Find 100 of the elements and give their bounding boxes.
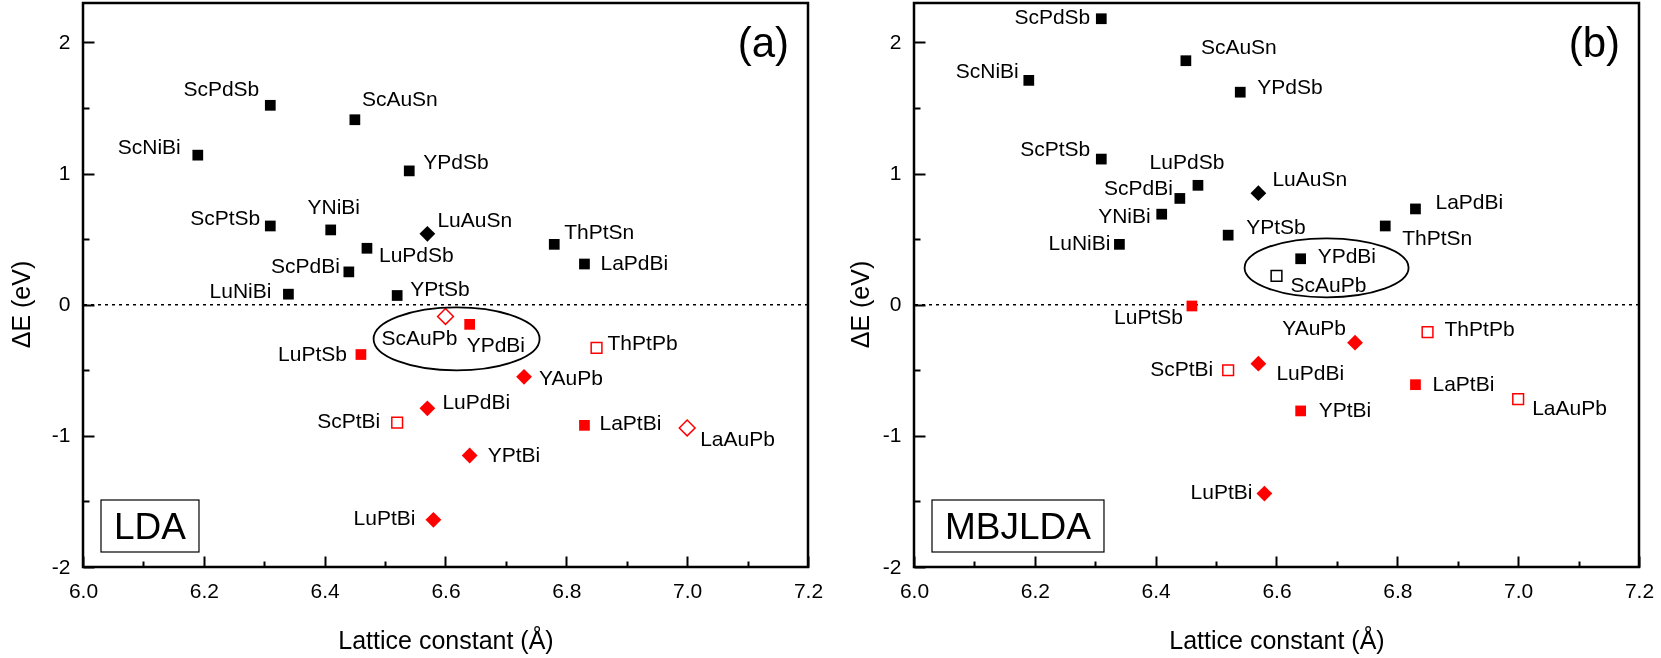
annotation: ScAuPb: [1290, 272, 1367, 296]
annotation: ScAuSn: [361, 86, 438, 110]
annotation: YPdBi: [1317, 243, 1377, 267]
point: [1222, 229, 1234, 241]
y-tick-label: -1: [51, 423, 71, 447]
point: [1256, 485, 1273, 502]
annotation: ThPtSn: [564, 220, 635, 244]
annotation: YNiBi: [307, 194, 360, 218]
annotation: LDA: [114, 505, 187, 547]
annotation: ScPtBi: [317, 408, 381, 432]
point: [678, 419, 696, 437]
point: [264, 220, 276, 232]
annotation: ScPdSb: [183, 77, 260, 101]
annotation: (b): [1568, 19, 1620, 66]
annotation: LaAuPb: [1532, 396, 1607, 420]
annotation: YPdSb: [423, 149, 489, 173]
point: [1095, 13, 1107, 25]
point: [590, 341, 603, 355]
point: [283, 288, 294, 300]
point: [579, 419, 590, 431]
x-tick-label: 6.4: [1141, 578, 1172, 602]
annotation: ScPtSb: [1020, 137, 1091, 161]
annotation: YPtBi: [487, 442, 541, 466]
point: [1114, 238, 1125, 250]
annotation: YPtSb: [1246, 215, 1306, 239]
annotation: LuPdSb: [378, 243, 454, 267]
point: [516, 368, 532, 385]
x-tick-label: 7.0: [1504, 578, 1534, 602]
y-axis-title: ΔE (eV): [6, 260, 35, 349]
x-axis-title: Lattice constant (Å): [1169, 624, 1385, 654]
annotation: ScPdBi: [1103, 176, 1173, 200]
annotation: ScNiBi: [955, 59, 1019, 83]
annotation: ScNiBi: [117, 135, 181, 159]
annotation: YNiBi: [1098, 204, 1151, 228]
annotation: YPdSb: [1257, 75, 1323, 99]
point: [1295, 253, 1307, 265]
annotation: YPtSb: [410, 277, 470, 301]
y-tick-label: 0: [889, 292, 902, 316]
point: [579, 258, 590, 270]
annotation: LuPtSb: [1114, 304, 1183, 328]
point: [325, 224, 337, 236]
point: [1156, 208, 1168, 220]
x-tick-label: 7.0: [673, 578, 703, 602]
annotation: ScPdSb: [1014, 4, 1091, 28]
annotation: LuPdBi: [442, 390, 511, 414]
y-tick-label: 1: [889, 161, 902, 185]
point: [1023, 75, 1035, 86]
point: [192, 149, 204, 161]
point: [1250, 185, 1267, 202]
annotation: ScPtBi: [1150, 357, 1214, 381]
annotation: LuPdBi: [1276, 360, 1345, 384]
y-tick-label: -2: [51, 554, 71, 578]
x-tick-label: 7.2: [793, 578, 824, 602]
point: [464, 318, 476, 330]
annotation: YPtBi: [1318, 397, 1372, 421]
annotation: ScPtSb: [190, 205, 261, 229]
point: [1222, 364, 1235, 377]
annotation: LuNiBi: [1048, 231, 1111, 255]
point: [1270, 269, 1283, 282]
x-tick-label: 6.6: [1262, 578, 1292, 602]
annotation: LuAuSn: [437, 207, 513, 231]
annotation: LaPdBi: [1435, 189, 1504, 213]
point: [1192, 179, 1204, 191]
point: [419, 400, 436, 417]
annotation: ThPtPb: [607, 330, 678, 354]
annotation: (a): [737, 19, 789, 66]
x-tick-label: 7.2: [1624, 578, 1655, 602]
point: [425, 511, 442, 528]
point: [1410, 379, 1421, 391]
point: [1250, 355, 1267, 372]
annotation: YPdBi: [466, 333, 526, 357]
annotation: LaPtBi: [599, 411, 662, 435]
point: [1174, 193, 1186, 204]
point: [355, 349, 367, 360]
annotation: LuPdSb: [1149, 150, 1225, 174]
x-tick-label: 6.2: [189, 578, 219, 602]
x-tick-label: 6.0: [899, 578, 930, 602]
annotation: YAuPb: [539, 365, 603, 389]
annotation: LuNiBi: [209, 279, 272, 303]
y-tick-label: 1: [58, 161, 71, 185]
x-tick-label: 6.0: [68, 578, 99, 602]
y-tick-label: 0: [58, 292, 71, 316]
annotation: ScAuPb: [381, 326, 458, 350]
point: [1295, 405, 1307, 417]
annotation: YAuPb: [1282, 315, 1347, 339]
annotation: LuPtBi: [353, 505, 416, 529]
point: [391, 416, 404, 429]
y-tick-label: 2: [58, 29, 71, 53]
point: [361, 242, 373, 254]
point: [1234, 86, 1246, 98]
point: [1347, 334, 1363, 351]
annotation: LaAuPb: [700, 426, 775, 450]
x-tick-label: 6.4: [310, 578, 341, 602]
annotation: ThPtPb: [1444, 317, 1515, 341]
point: [548, 238, 560, 250]
point: [1180, 55, 1192, 67]
annotation: LaPdBi: [600, 251, 669, 275]
point: [461, 447, 478, 464]
annotation: LuAuSn: [1272, 167, 1348, 191]
point: [1379, 220, 1391, 232]
